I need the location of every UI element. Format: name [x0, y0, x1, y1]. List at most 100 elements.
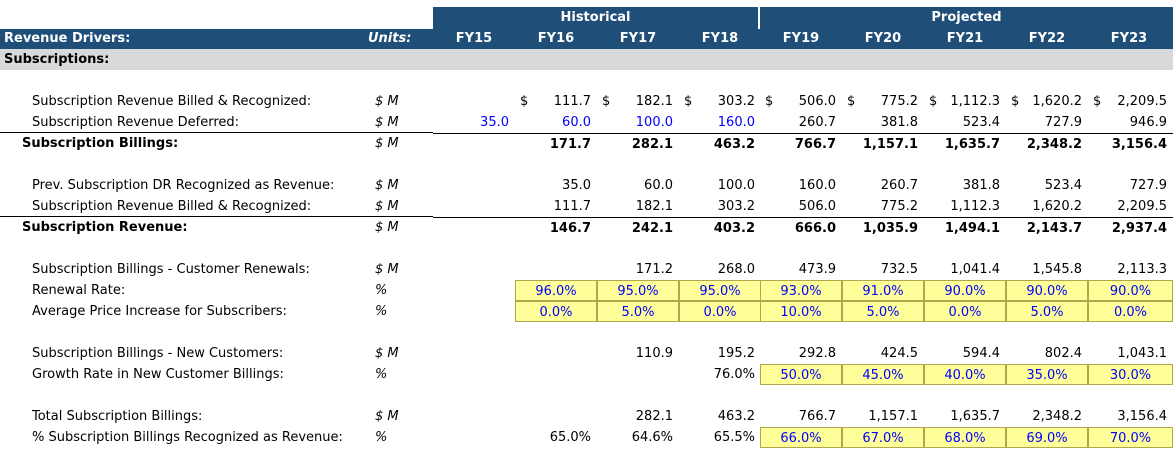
cell-fy19[interactable]: 66.0%: [760, 427, 842, 448]
cell-fy20[interactable]: 91.0%: [842, 280, 924, 301]
cell-fy16: [515, 343, 597, 364]
table-row: Total Subscription Billings: $ M 282.1 463.…: [0, 406, 1173, 427]
cell-value: 111.7: [553, 94, 591, 109]
cell-fy22[interactable]: 35.0%: [1006, 364, 1088, 385]
currency-symbol: $: [520, 94, 529, 109]
cell-fy15: [433, 91, 515, 112]
row-label: Subscription Billings:: [22, 136, 179, 151]
cell-value: 381.8: [880, 115, 918, 130]
row-label: Renewal Rate:: [32, 283, 126, 298]
row-unit: $ M: [375, 262, 399, 277]
cell-fy21[interactable]: 0.0%: [924, 301, 1006, 322]
cell-value: 2,348.2: [1026, 137, 1082, 152]
cell-fy20: $775.2: [842, 91, 924, 112]
cell-value: 35.0: [480, 115, 509, 130]
cell-value: 69.0%: [1026, 431, 1068, 446]
cell-fy21[interactable]: 90.0%: [924, 280, 1006, 301]
table-row: Growth Rate in New Customer Billings:% 76…: [0, 364, 1173, 385]
cell-fy18: 100.0: [679, 175, 761, 196]
cell-fy18: 463.2: [679, 133, 761, 154]
cell-value: 506.0: [798, 199, 836, 214]
cell-fy23: 1,043.1: [1088, 343, 1173, 364]
header-row: Revenue Drivers: Units: FY15 FY16 FY17 FY18…: [0, 29, 1173, 49]
cell-fy15: [433, 217, 515, 238]
cell-value: 76.0%: [713, 367, 755, 382]
cell-value: 182.1: [635, 199, 673, 214]
cell-fy22[interactable]: 5.0%: [1006, 301, 1088, 322]
cell-value: 50.0%: [780, 368, 822, 383]
cell-fy17: 242.1: [597, 217, 679, 238]
cell-value: 35.0: [562, 178, 591, 193]
cell-fy23[interactable]: 0.0%: [1088, 301, 1173, 322]
cell-fy20[interactable]: 5.0%: [842, 301, 924, 322]
cell-value: 95.0%: [617, 284, 659, 299]
cell-fy17: $182.1: [597, 91, 679, 112]
group-projected: Projected: [760, 7, 1173, 29]
cell-value: 463.2: [713, 137, 755, 152]
row-label: Subscription Revenue:: [22, 220, 188, 235]
cell-value: 1,635.7: [950, 409, 1000, 424]
cell-fy17: 171.2: [597, 259, 679, 280]
row-label: Subscription Revenue Deferred:: [0, 112, 433, 133]
cell-fy23[interactable]: 30.0%: [1088, 364, 1173, 385]
cell-fy17[interactable]: 95.0%: [597, 280, 679, 301]
cell-value: 3,156.4: [1111, 137, 1167, 152]
cell-fy18: 195.2: [679, 343, 761, 364]
table-row: Average Price Increase for Subscribers:%…: [0, 301, 1173, 322]
cell-value: 90.0%: [944, 284, 986, 299]
currency-symbol: $: [929, 94, 938, 109]
cell-value: 68.0%: [944, 431, 986, 446]
cell-fy23: 946.9: [1088, 112, 1173, 133]
cell-value: 67.0%: [862, 431, 904, 446]
cell-fy16: [515, 406, 597, 427]
cell-fy19[interactable]: 93.0%: [760, 280, 842, 301]
cell-fy20: 381.8: [842, 112, 924, 133]
cell-fy18: 463.2: [679, 406, 761, 427]
cell-value: 1,494.1: [944, 221, 1000, 236]
cell-fy17[interactable]: 5.0%: [597, 301, 679, 322]
cell-fy18[interactable]: 95.0%: [679, 280, 761, 301]
cell-value: 66.0%: [780, 431, 822, 446]
cell-fy19: 766.7: [760, 133, 842, 154]
cell-value: 64.6%: [631, 430, 673, 445]
cell-fy23[interactable]: 90.0%: [1088, 280, 1173, 301]
cell-value: 260.7: [880, 178, 918, 193]
cell-value: 45.0%: [862, 368, 904, 383]
row-unit: %: [375, 304, 388, 319]
cell-fy23: $2,209.5: [1088, 91, 1173, 112]
section-row: Subscriptions:: [0, 49, 1173, 70]
cell-fy20[interactable]: 45.0%: [842, 364, 924, 385]
cell-fy15: [433, 364, 515, 385]
table-row: Subscription Billings - New Customers: $ …: [0, 343, 1173, 364]
cell-fy19: 160.0: [760, 175, 842, 196]
cell-fy18[interactable]: 0.0%: [679, 301, 761, 322]
currency-symbol: $: [684, 94, 693, 109]
cell-fy20[interactable]: 67.0%: [842, 427, 924, 448]
cell-fy23[interactable]: 70.0%: [1088, 427, 1173, 448]
cell-fy16[interactable]: 0.0%: [515, 301, 597, 322]
cell-value: 65.0%: [549, 430, 591, 445]
cell-fy21[interactable]: 68.0%: [924, 427, 1006, 448]
cell-value: 2,113.3: [1117, 262, 1167, 277]
cell-value: 775.2: [880, 94, 918, 109]
cell-fy22[interactable]: 69.0%: [1006, 427, 1088, 448]
cell-fy20: 775.2: [842, 196, 924, 217]
cell-fy15: [433, 301, 515, 322]
cell-value: 195.2: [717, 346, 755, 361]
cell-fy19[interactable]: 50.0%: [760, 364, 842, 385]
cell-value: 93.0%: [780, 284, 822, 299]
cell-fy19[interactable]: 10.0%: [760, 301, 842, 322]
cell-value: 1,620.2: [1032, 199, 1082, 214]
row-label: Total Subscription Billings:: [32, 409, 203, 424]
cell-fy16[interactable]: 96.0%: [515, 280, 597, 301]
cell-value: 946.9: [1129, 115, 1167, 130]
cell-fy16: $111.7: [515, 91, 597, 112]
currency-symbol: $: [1093, 94, 1102, 109]
cell-value: 171.7: [549, 137, 591, 152]
cell-fy22[interactable]: 90.0%: [1006, 280, 1088, 301]
cell-value: 268.0: [717, 262, 755, 277]
cell-fy21[interactable]: 40.0%: [924, 364, 1006, 385]
row-unit: $ M: [375, 346, 399, 361]
row-unit: $ M: [375, 94, 399, 109]
